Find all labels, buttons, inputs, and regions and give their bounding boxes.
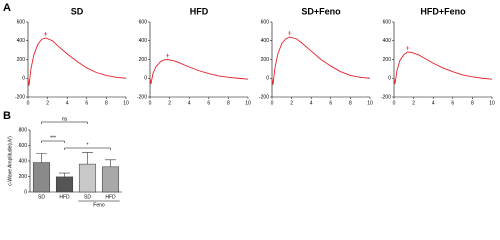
y-tick-label: 0: [144, 76, 147, 82]
x-tick-label: 6: [329, 100, 332, 106]
y-axis-label: c-Wave Amplitude(uV): [7, 136, 13, 186]
y-tick-label: 600: [17, 19, 26, 25]
x-tick-label: 4: [310, 100, 313, 106]
x-tick-label: 0: [27, 100, 30, 106]
y-tick-label: -200: [259, 94, 269, 100]
y-tick-label: 200: [139, 57, 148, 63]
significance-label: ***: [50, 135, 56, 141]
chart-title: SD+Feno: [301, 6, 341, 16]
x-tick-label: SD: [84, 194, 91, 200]
x-tick-label: HFD: [59, 194, 70, 200]
chart-title: SD: [71, 6, 84, 16]
x-tick-label: 2: [168, 100, 171, 106]
y-tick-label: 0: [266, 76, 269, 82]
peak-marker: [288, 31, 292, 35]
y-tick-label: 800: [19, 127, 28, 133]
x-tick-label: 10: [245, 100, 251, 106]
significance-bracket: [41, 121, 88, 124]
x-tick-label: HFD: [105, 194, 116, 200]
x-tick-label: 6: [207, 100, 210, 106]
significance-bracket: [64, 147, 111, 150]
trace: [27, 37, 127, 86]
x-tick-label: 0: [393, 100, 396, 106]
x-tick-label: 6: [451, 100, 454, 106]
y-tick-label: 200: [261, 57, 270, 63]
x-tick-label: 2: [46, 100, 49, 106]
bar: [32, 162, 51, 193]
error-bar: [104, 159, 117, 167]
panel-label: B: [3, 110, 11, 122]
y-tick-label: -200: [137, 94, 147, 100]
y-tick-label: -200: [15, 94, 25, 100]
x-tick-label: 8: [105, 100, 108, 106]
x-tick-label: 0: [271, 100, 274, 106]
significance-label: ns: [62, 116, 68, 122]
x-tick-label: 2: [412, 100, 415, 106]
y-tick-label: 400: [19, 158, 28, 164]
y-tick-label: 200: [19, 174, 28, 180]
x-tick-label: 10: [123, 100, 129, 106]
x-tick-label: SD: [38, 194, 45, 200]
x-tick-label: 4: [66, 100, 69, 106]
y-tick-label: 400: [17, 38, 26, 44]
x-tick-label: 8: [471, 100, 474, 106]
x-tick-label: 10: [489, 100, 495, 106]
group-label: Feno: [93, 202, 105, 208]
trace: [271, 36, 371, 85]
error-bar: [58, 172, 71, 177]
y-tick-label: 600: [261, 19, 270, 25]
error-bar: [81, 152, 94, 165]
y-tick-label: 0: [24, 189, 27, 195]
y-tick-label: 200: [17, 57, 26, 63]
y-tick-label: 600: [139, 19, 148, 25]
y-tick-label: 600: [383, 19, 392, 25]
y-tick-label: 0: [22, 76, 25, 82]
x-tick-label: 8: [227, 100, 230, 106]
x-tick-label: 2: [290, 100, 293, 106]
bar: [55, 176, 74, 193]
y-tick-label: 400: [261, 38, 270, 44]
x-tick-label: 6: [85, 100, 88, 106]
y-tick-label: 600: [19, 143, 28, 149]
chart-title: HFD: [190, 6, 209, 16]
error-bar: [35, 152, 48, 163]
bar: [101, 166, 120, 193]
trace: [393, 51, 493, 84]
y-tick-label: 0: [388, 76, 391, 82]
x-tick-label: 4: [432, 100, 435, 106]
y-tick-label: 400: [139, 38, 148, 44]
y-tick-label: 400: [383, 38, 392, 44]
chart-title: HFD+Feno: [420, 6, 466, 16]
x-tick-label: 8: [349, 100, 352, 106]
peak-marker: [166, 53, 170, 58]
bar: [78, 163, 97, 193]
x-tick-label: 4: [188, 100, 191, 106]
y-tick-label: -200: [381, 94, 391, 100]
x-tick-label: 10: [367, 100, 373, 106]
peak-marker: [406, 46, 410, 50]
significance-bracket: [41, 140, 65, 143]
x-tick-label: 0: [149, 100, 152, 106]
panel-label: A: [3, 2, 11, 14]
y-tick-label: 200: [383, 57, 392, 63]
peak-marker: [44, 31, 48, 36]
significance-label: *: [87, 142, 89, 148]
trace: [149, 59, 249, 84]
